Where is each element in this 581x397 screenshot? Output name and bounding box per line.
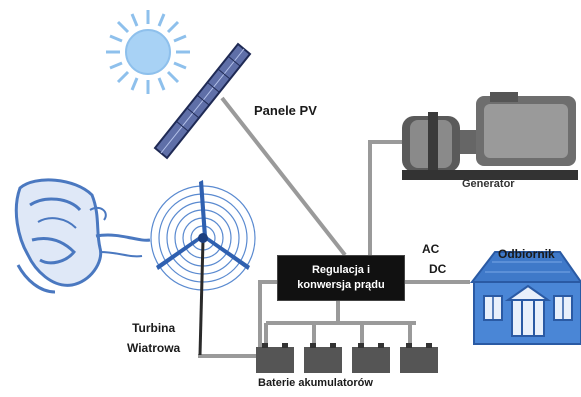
wire-generator-controller	[368, 140, 402, 255]
house-icon	[469, 251, 581, 345]
connection-wires	[198, 96, 470, 358]
turbine-label: Turbina Wiatrowa	[127, 318, 180, 358]
wire-panel-controller	[220, 96, 347, 257]
battery-icon	[352, 343, 390, 373]
dc-label: DC	[429, 262, 447, 276]
turbine-label-line1: Turbina	[132, 321, 176, 335]
controller-box: Regulacja i konwersja prądu	[277, 255, 405, 301]
battery-label: Baterie akumulatorów	[258, 377, 373, 389]
ac-label: AC	[422, 242, 440, 256]
generator-label: Generator	[462, 178, 515, 190]
pv-panels-label: Panele PV	[254, 103, 317, 118]
wire-turbine-controller	[198, 280, 277, 358]
turbine-label-line2: Wiatrowa	[127, 341, 181, 355]
battery-icon	[400, 343, 438, 373]
battery-icon	[304, 343, 342, 373]
battery-bank	[256, 343, 438, 373]
controller-label-line1: Regulacja i	[311, 264, 371, 276]
generator-icon	[402, 92, 578, 180]
wire-battery-bus	[264, 321, 416, 347]
load-label: Odbiornik	[498, 247, 555, 261]
sun-icon	[106, 10, 190, 94]
battery-icon	[256, 343, 294, 373]
wind-face-icon	[14, 178, 151, 294]
wind-turbine-icon	[156, 180, 250, 356]
pv-panel-icon	[153, 42, 252, 160]
controller-label-line2: konwersja prądu	[297, 279, 385, 291]
